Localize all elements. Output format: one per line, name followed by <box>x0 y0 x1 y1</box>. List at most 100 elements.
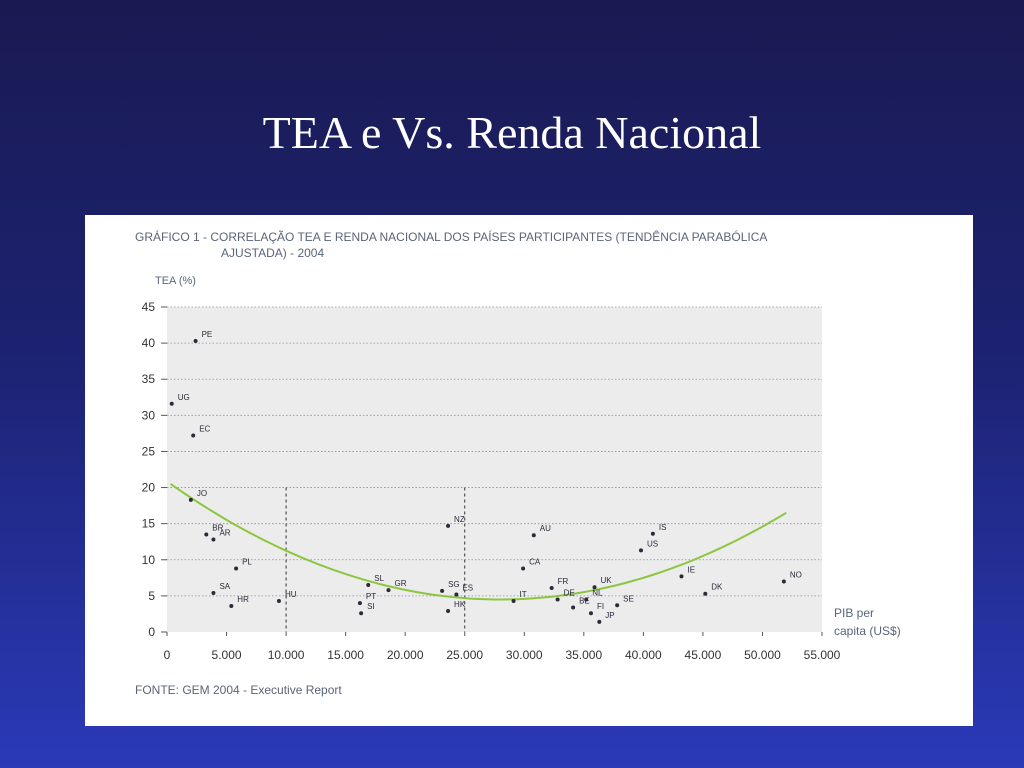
y-tick-label: 25 <box>142 444 156 458</box>
data-point-sl <box>366 583 371 588</box>
plot-area: 0 5 10 15 20 25 30 35 40 45 0 5.000 10.000 15.000 20.0… <box>142 300 841 662</box>
point-label-uk: UK <box>601 576 613 585</box>
x-axis-label-line1: PIB per <box>834 606 874 620</box>
point-label-es: ES <box>462 583 473 592</box>
y-tick-label: 30 <box>142 408 156 422</box>
source-note: FONTE: GEM 2004 - Executive Report <box>135 683 342 697</box>
y-tick-label: 45 <box>142 300 156 314</box>
data-point-ie <box>679 574 684 579</box>
y-axis-label: TEA (%) <box>155 275 196 287</box>
data-point-us <box>638 548 643 553</box>
point-label-fr: FR <box>558 577 569 586</box>
point-label-jp: JP <box>605 611 614 620</box>
data-point-hk <box>446 609 451 614</box>
x-tick-label: 55.000 <box>804 648 841 662</box>
x-tick-label: 45.000 <box>685 648 722 662</box>
data-point-nl <box>584 597 589 602</box>
x-tick-label: 20.000 <box>387 648 424 662</box>
y-tick-label: 35 <box>142 372 156 386</box>
data-point-gr <box>386 588 391 593</box>
data-point-ca <box>521 566 526 571</box>
point-label-no: NO <box>790 570 802 579</box>
point-label-jo: JO <box>197 489 207 498</box>
data-point-si <box>359 611 364 616</box>
point-label-fi: FI <box>597 602 604 611</box>
x-tick-label: 10.000 <box>268 648 305 662</box>
data-point-fi <box>588 611 593 616</box>
point-label-br: BR <box>212 524 223 533</box>
y-tick-label: 20 <box>142 481 156 495</box>
data-point-hr <box>229 604 234 608</box>
data-point-de <box>555 597 560 602</box>
y-tick-label: 0 <box>148 625 155 639</box>
point-label-is: IS <box>659 523 667 532</box>
data-point-jp <box>597 619 602 624</box>
y-tick-label: 15 <box>142 517 156 531</box>
chart-panel: GRÁFICO 1 - CORRELAÇÃO TEA E RENDA NACIO… <box>85 215 973 726</box>
point-label-ug: UG <box>178 393 190 402</box>
x-tick-label: 30.000 <box>506 648 543 662</box>
data-point-ar <box>211 537 216 542</box>
point-label-gr: GR <box>395 579 407 588</box>
data-point-au <box>531 533 536 538</box>
point-label-si: SI <box>367 602 375 611</box>
x-tick-label: 0 <box>164 648 171 662</box>
data-point-is <box>650 531 655 536</box>
point-label-ar: AR <box>219 529 230 538</box>
data-point-uk <box>592 585 597 590</box>
x-tick-label: 15.000 <box>327 648 364 662</box>
trend-line <box>170 483 787 601</box>
data-point-be <box>571 605 576 610</box>
data-point-ec <box>191 433 196 438</box>
point-label-ca: CA <box>529 557 541 566</box>
data-point-pe <box>193 338 198 343</box>
data-point-se <box>615 603 620 608</box>
plot-background <box>167 307 822 632</box>
x-axis-label-line2: capita (US$) <box>834 624 901 638</box>
slide-title: TEA e Vs. Renda Nacional <box>262 107 762 158</box>
data-point-hu <box>276 598 281 603</box>
point-label-au: AU <box>540 524 551 533</box>
x-tick-label: 40.000 <box>625 648 662 662</box>
point-label-ec: EC <box>199 425 210 434</box>
y-tick-label: 40 <box>142 336 156 350</box>
point-label-se: SE <box>623 594 634 603</box>
data-point-it <box>511 598 516 603</box>
data-point-br <box>204 532 209 537</box>
point-label-us: US <box>647 539 658 548</box>
data-point-jo <box>188 497 193 502</box>
x-tick-label: 50.000 <box>744 648 781 662</box>
x-tick-label: 35.000 <box>565 648 602 662</box>
point-label-nl: NL <box>592 589 603 598</box>
point-label-ie: IE <box>687 565 695 574</box>
data-point-es <box>454 592 459 597</box>
point-label-pt: PT <box>366 592 376 601</box>
point-label-hr: HR <box>237 595 249 604</box>
y-tick-label: 5 <box>148 589 155 603</box>
point-label-de: DE <box>564 589 575 598</box>
chart-title-line2: AJUSTADA) - 2004 <box>221 246 324 260</box>
data-point-sa <box>211 591 216 595</box>
x-tick-label: 5.000 <box>212 648 242 662</box>
data-point-nz <box>446 523 451 528</box>
data-point-fr <box>549 585 554 590</box>
data-point-ug <box>169 401 174 406</box>
data-point-pl <box>234 566 239 571</box>
y-tick-label: 10 <box>142 553 156 567</box>
data-point-no <box>781 579 786 584</box>
point-label-nz: NZ <box>454 515 465 524</box>
point-label-sg: SG <box>448 580 460 589</box>
point-label-hu: HU <box>285 590 297 599</box>
point-label-dk: DK <box>711 583 723 592</box>
point-label-it: IT <box>520 590 527 599</box>
scatter-chart: GRÁFICO 1 - CORRELAÇÃO TEA E RENDA NACIO… <box>135 229 901 697</box>
point-label-pe: PE <box>202 330 213 339</box>
chart-title-line1: GRÁFICO 1 - CORRELAÇÃO TEA E RENDA NACIO… <box>135 229 767 244</box>
data-point-pt <box>357 601 362 606</box>
point-label-pl: PL <box>242 557 252 566</box>
data-point-sg <box>440 588 445 593</box>
point-label-sa: SA <box>219 582 230 591</box>
point-label-be: BE <box>579 596 590 605</box>
point-label-hk: HK <box>454 600 466 609</box>
x-tick-label: 25.000 <box>446 648 483 662</box>
